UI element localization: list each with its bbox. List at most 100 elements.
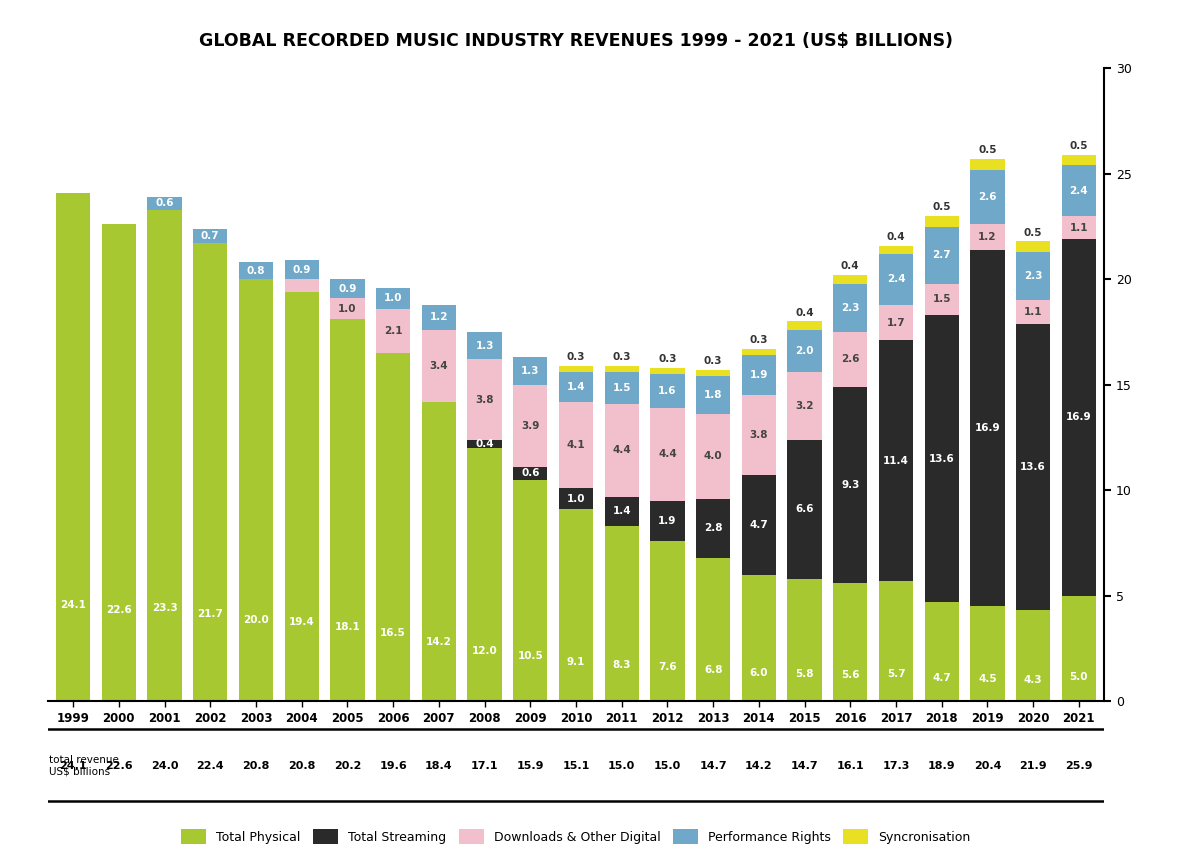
Bar — [239, 280, 274, 701]
Bar — [330, 298, 365, 320]
Text: 0.6: 0.6 — [521, 469, 540, 478]
Text: 1.9: 1.9 — [659, 516, 677, 526]
Text: 25.9: 25.9 — [1066, 761, 1093, 770]
Text: 0.4: 0.4 — [887, 232, 905, 242]
Text: 0.8: 0.8 — [247, 266, 265, 276]
Text: 1.0: 1.0 — [338, 304, 356, 314]
Bar — [742, 575, 776, 701]
Bar — [650, 501, 684, 541]
Bar — [559, 366, 593, 372]
Text: 20.2: 20.2 — [334, 761, 361, 770]
Text: 6.8: 6.8 — [704, 665, 722, 675]
Bar — [696, 557, 731, 701]
Text: 9.3: 9.3 — [841, 480, 859, 490]
Bar — [787, 330, 822, 372]
Text: 14.2: 14.2 — [745, 761, 773, 770]
Bar — [650, 541, 684, 701]
Text: 2.0: 2.0 — [796, 346, 814, 356]
Text: 0.9: 0.9 — [293, 265, 311, 274]
Text: 7.6: 7.6 — [658, 663, 677, 672]
Bar — [193, 244, 228, 701]
Text: 0.3: 0.3 — [658, 354, 677, 364]
Text: 12.0: 12.0 — [472, 646, 498, 656]
Text: 1.6: 1.6 — [658, 386, 677, 396]
Text: 2.8: 2.8 — [704, 523, 722, 534]
Bar — [605, 366, 638, 372]
Text: 0.4: 0.4 — [796, 308, 814, 318]
Text: 0.5: 0.5 — [932, 203, 950, 212]
Bar — [284, 292, 319, 701]
Text: 2.7: 2.7 — [932, 250, 952, 260]
Bar — [284, 260, 319, 280]
Bar — [742, 355, 776, 395]
Text: 15.1: 15.1 — [563, 761, 589, 770]
Text: 0.3: 0.3 — [704, 357, 722, 366]
Text: 2.4: 2.4 — [887, 274, 905, 285]
Text: 24.0: 24.0 — [151, 761, 179, 770]
Bar — [1016, 323, 1050, 610]
Bar — [1016, 610, 1050, 701]
Bar — [605, 526, 638, 701]
Text: 19.6: 19.6 — [379, 761, 407, 770]
Text: 15.0: 15.0 — [608, 761, 635, 770]
Text: 5.7: 5.7 — [887, 669, 905, 680]
Bar — [696, 370, 731, 376]
Text: 1.2: 1.2 — [978, 232, 997, 242]
Bar — [924, 284, 959, 315]
Bar — [193, 228, 228, 244]
Text: 10.5: 10.5 — [517, 652, 544, 661]
Text: 18.4: 18.4 — [425, 761, 452, 770]
Bar — [239, 262, 274, 280]
Text: 16.1: 16.1 — [836, 761, 864, 770]
Text: 2.3: 2.3 — [841, 303, 859, 313]
Text: 20.8: 20.8 — [288, 761, 316, 770]
Bar — [559, 402, 593, 488]
Bar — [787, 372, 822, 439]
Text: 0.5: 0.5 — [1024, 227, 1043, 238]
Bar — [878, 340, 913, 581]
Text: 13.6: 13.6 — [929, 453, 954, 463]
Text: 3.2: 3.2 — [796, 401, 814, 411]
Text: 0.4: 0.4 — [841, 262, 859, 271]
Bar — [1062, 216, 1096, 239]
Text: 3.8: 3.8 — [475, 394, 494, 404]
Bar — [742, 475, 776, 575]
Text: 1.8: 1.8 — [704, 390, 722, 400]
Text: 13.6: 13.6 — [1020, 462, 1046, 472]
Bar — [605, 404, 638, 497]
Bar — [559, 510, 593, 701]
Text: 4.1: 4.1 — [566, 439, 586, 450]
Bar — [833, 583, 868, 701]
Bar — [1016, 241, 1050, 252]
Bar — [971, 606, 1004, 701]
Text: 16.9: 16.9 — [974, 423, 1001, 433]
Title: GLOBAL RECORDED MUSIC INDUSTRY REVENUES 1999 - 2021 (US$ BILLIONS): GLOBAL RECORDED MUSIC INDUSTRY REVENUES … — [199, 32, 953, 50]
Bar — [787, 579, 822, 701]
Text: 1.2: 1.2 — [430, 312, 448, 322]
Text: 1.1: 1.1 — [1069, 222, 1088, 233]
Text: 4.4: 4.4 — [658, 450, 677, 459]
Bar — [924, 602, 959, 701]
Text: total revenue
US$ billions: total revenue US$ billions — [49, 755, 119, 776]
Bar — [56, 193, 90, 701]
Text: 22.6: 22.6 — [106, 761, 133, 770]
Text: 4.0: 4.0 — [704, 451, 722, 462]
Bar — [696, 498, 731, 557]
Bar — [605, 372, 638, 404]
Bar — [924, 216, 959, 227]
Bar — [1062, 596, 1096, 701]
Bar — [421, 330, 456, 402]
Bar — [605, 497, 638, 526]
Text: 18.1: 18.1 — [335, 622, 360, 633]
Text: 1.9: 1.9 — [750, 370, 768, 380]
Text: 2.6: 2.6 — [978, 192, 997, 202]
Legend: Total Physical, Total Streaming, Downloads & Other Digital, Performance Rights, : Total Physical, Total Streaming, Downloa… — [176, 824, 976, 849]
Bar — [878, 581, 913, 701]
Bar — [878, 254, 913, 304]
Bar — [421, 304, 456, 330]
Text: 24.1: 24.1 — [59, 761, 86, 770]
Text: 24.1: 24.1 — [60, 599, 86, 610]
Bar — [559, 488, 593, 510]
Bar — [971, 169, 1004, 225]
Bar — [468, 439, 502, 448]
